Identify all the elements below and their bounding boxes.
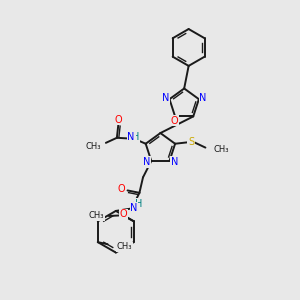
- Text: O: O: [118, 184, 125, 194]
- Text: CH₃: CH₃: [116, 242, 132, 251]
- Text: H: H: [135, 199, 142, 209]
- Text: CH₃: CH₃: [88, 212, 104, 220]
- Text: O: O: [115, 115, 122, 125]
- Text: O: O: [119, 209, 127, 219]
- Text: H: H: [132, 132, 139, 142]
- Text: N: N: [200, 93, 207, 103]
- Text: N: N: [143, 157, 150, 167]
- Text: CH₃: CH₃: [85, 142, 101, 151]
- Text: N: N: [162, 93, 169, 103]
- Text: CH₃: CH₃: [214, 145, 229, 154]
- Text: N: N: [128, 132, 135, 142]
- Text: O: O: [171, 116, 178, 126]
- Text: S: S: [188, 137, 194, 147]
- Text: N: N: [130, 203, 138, 213]
- Text: N: N: [171, 157, 178, 167]
